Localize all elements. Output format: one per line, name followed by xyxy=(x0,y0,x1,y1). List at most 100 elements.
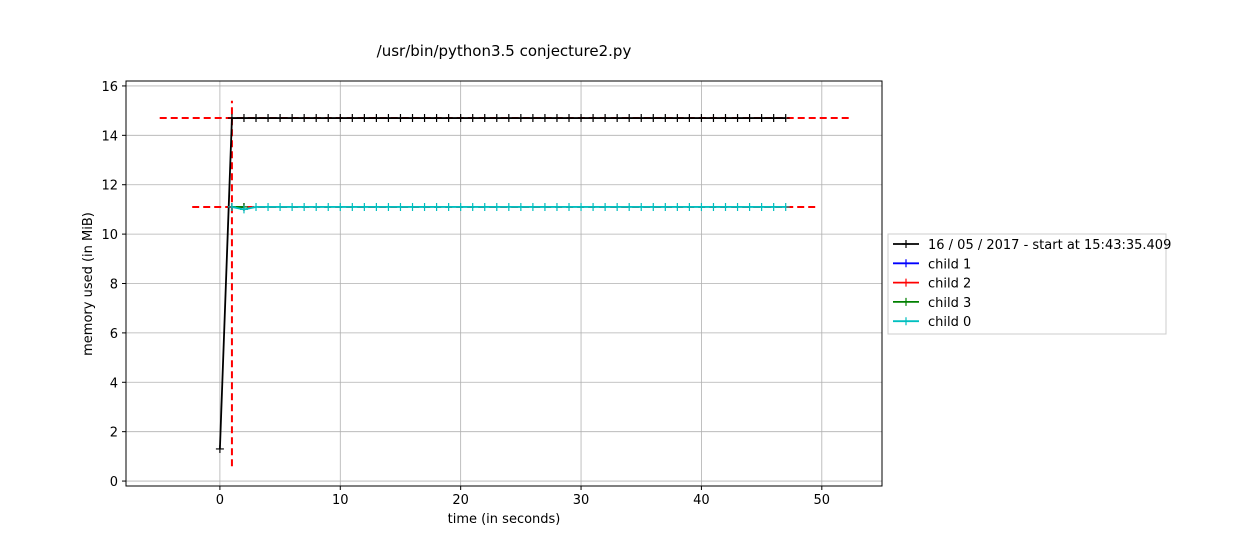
data-point-marker xyxy=(757,114,766,123)
data-point-marker xyxy=(721,114,730,123)
data-point-marker xyxy=(649,114,658,123)
data-point-marker xyxy=(709,202,718,211)
data-point-marker xyxy=(396,114,405,123)
legend-swatch-marker xyxy=(902,240,910,248)
data-point-marker xyxy=(336,202,345,211)
x-tick-label: 20 xyxy=(452,493,469,508)
legend-swatch-marker xyxy=(902,297,910,306)
y-tick-label: 8 xyxy=(110,278,118,293)
data-point-marker xyxy=(625,114,634,123)
x-axis-label: time (in seconds) xyxy=(448,512,561,527)
data-point-marker xyxy=(781,202,790,211)
data-point-marker xyxy=(769,202,778,211)
y-tick-label: 12 xyxy=(101,179,118,194)
data-point-marker xyxy=(384,114,393,123)
data-point-marker xyxy=(745,114,754,123)
data-point-marker xyxy=(781,114,790,123)
x-tick-label: 30 xyxy=(573,493,590,508)
data-point-marker xyxy=(312,202,321,211)
series-16-05-2017-start-at-15-43-35-409 xyxy=(215,114,790,453)
data-point-marker xyxy=(613,114,622,123)
y-tick-label: 16 xyxy=(101,80,118,95)
data-point-marker xyxy=(288,202,297,211)
data-point-marker xyxy=(516,202,525,211)
data-point-marker xyxy=(697,114,706,123)
data-point-marker xyxy=(516,114,525,123)
x-tick-label: 0 xyxy=(216,493,224,508)
data-point-marker xyxy=(733,114,742,123)
data-point-marker xyxy=(408,202,417,211)
data-point-marker xyxy=(552,114,561,123)
data-point-marker xyxy=(312,114,321,123)
data-point-marker xyxy=(745,202,754,211)
data-point-marker xyxy=(504,114,513,123)
data-point-marker xyxy=(227,202,236,211)
data-point-marker xyxy=(300,202,309,211)
data-point-marker xyxy=(601,114,610,123)
y-axis-label: memory used (in MiB) xyxy=(81,212,96,356)
legend-box xyxy=(887,233,1167,335)
y-tick-label: 2 xyxy=(110,426,118,441)
data-point-marker xyxy=(360,202,369,211)
legend-entry-label: child 2 xyxy=(928,277,971,292)
data-point-marker xyxy=(276,114,285,123)
data-point-marker xyxy=(673,202,682,211)
legend-swatch-marker xyxy=(902,259,910,268)
data-point-marker xyxy=(492,114,501,123)
data-point-marker xyxy=(504,202,513,211)
data-point-marker xyxy=(420,202,429,211)
data-point-marker xyxy=(577,114,586,123)
data-point-marker xyxy=(360,114,369,123)
data-point-marker xyxy=(540,114,549,123)
data-point-marker xyxy=(444,114,453,123)
data-point-marker xyxy=(468,114,477,123)
data-point-marker xyxy=(239,205,248,214)
data-point-marker xyxy=(336,114,345,123)
data-point-marker xyxy=(468,202,477,211)
legend-entry-label: 16 / 05 / 2017 - start at 15:43:35.409 xyxy=(928,238,1171,253)
data-point-marker xyxy=(649,202,658,211)
data-point-marker xyxy=(264,202,273,211)
data-point-marker xyxy=(324,202,333,211)
data-point-marker xyxy=(565,202,574,211)
y-tick-label: 0 xyxy=(110,475,118,490)
y-tick-label: 14 xyxy=(101,129,118,144)
grid xyxy=(126,81,882,486)
data-point-marker xyxy=(480,114,489,123)
x-axis: 0 10 20 30 40 50 xyxy=(216,486,830,508)
data-point-marker xyxy=(661,114,670,123)
data-point-marker xyxy=(613,202,622,211)
data-point-marker xyxy=(601,202,610,211)
data-point-marker xyxy=(215,444,224,453)
data-point-marker xyxy=(685,114,694,123)
data-point-marker xyxy=(252,114,261,123)
data-point-marker xyxy=(540,202,549,211)
data-point-marker xyxy=(637,202,646,211)
x-tick-label: 50 xyxy=(814,493,831,508)
data-point-marker xyxy=(552,202,561,211)
series-layer xyxy=(215,114,790,453)
data-point-marker xyxy=(709,114,718,123)
data-point-marker xyxy=(492,202,501,211)
series-child-0 xyxy=(227,202,790,214)
data-point-marker xyxy=(637,114,646,123)
data-point-marker xyxy=(408,114,417,123)
data-point-marker xyxy=(721,202,730,211)
data-point-marker xyxy=(589,202,598,211)
x-tick-label: 10 xyxy=(332,493,349,508)
data-point-marker xyxy=(769,114,778,123)
data-point-marker xyxy=(444,202,453,211)
data-point-marker xyxy=(252,202,261,211)
data-point-marker xyxy=(528,114,537,123)
data-point-marker xyxy=(685,202,694,211)
data-point-marker xyxy=(264,114,273,123)
legend-swatch-marker xyxy=(902,317,910,326)
data-point-marker xyxy=(733,202,742,211)
data-point-marker xyxy=(480,202,489,211)
data-point-marker xyxy=(227,114,236,123)
data-point-marker xyxy=(384,202,393,211)
data-point-marker xyxy=(432,114,441,123)
data-point-marker xyxy=(276,202,285,211)
data-point-marker xyxy=(589,114,598,123)
legend-entry-label: child 1 xyxy=(928,257,971,272)
